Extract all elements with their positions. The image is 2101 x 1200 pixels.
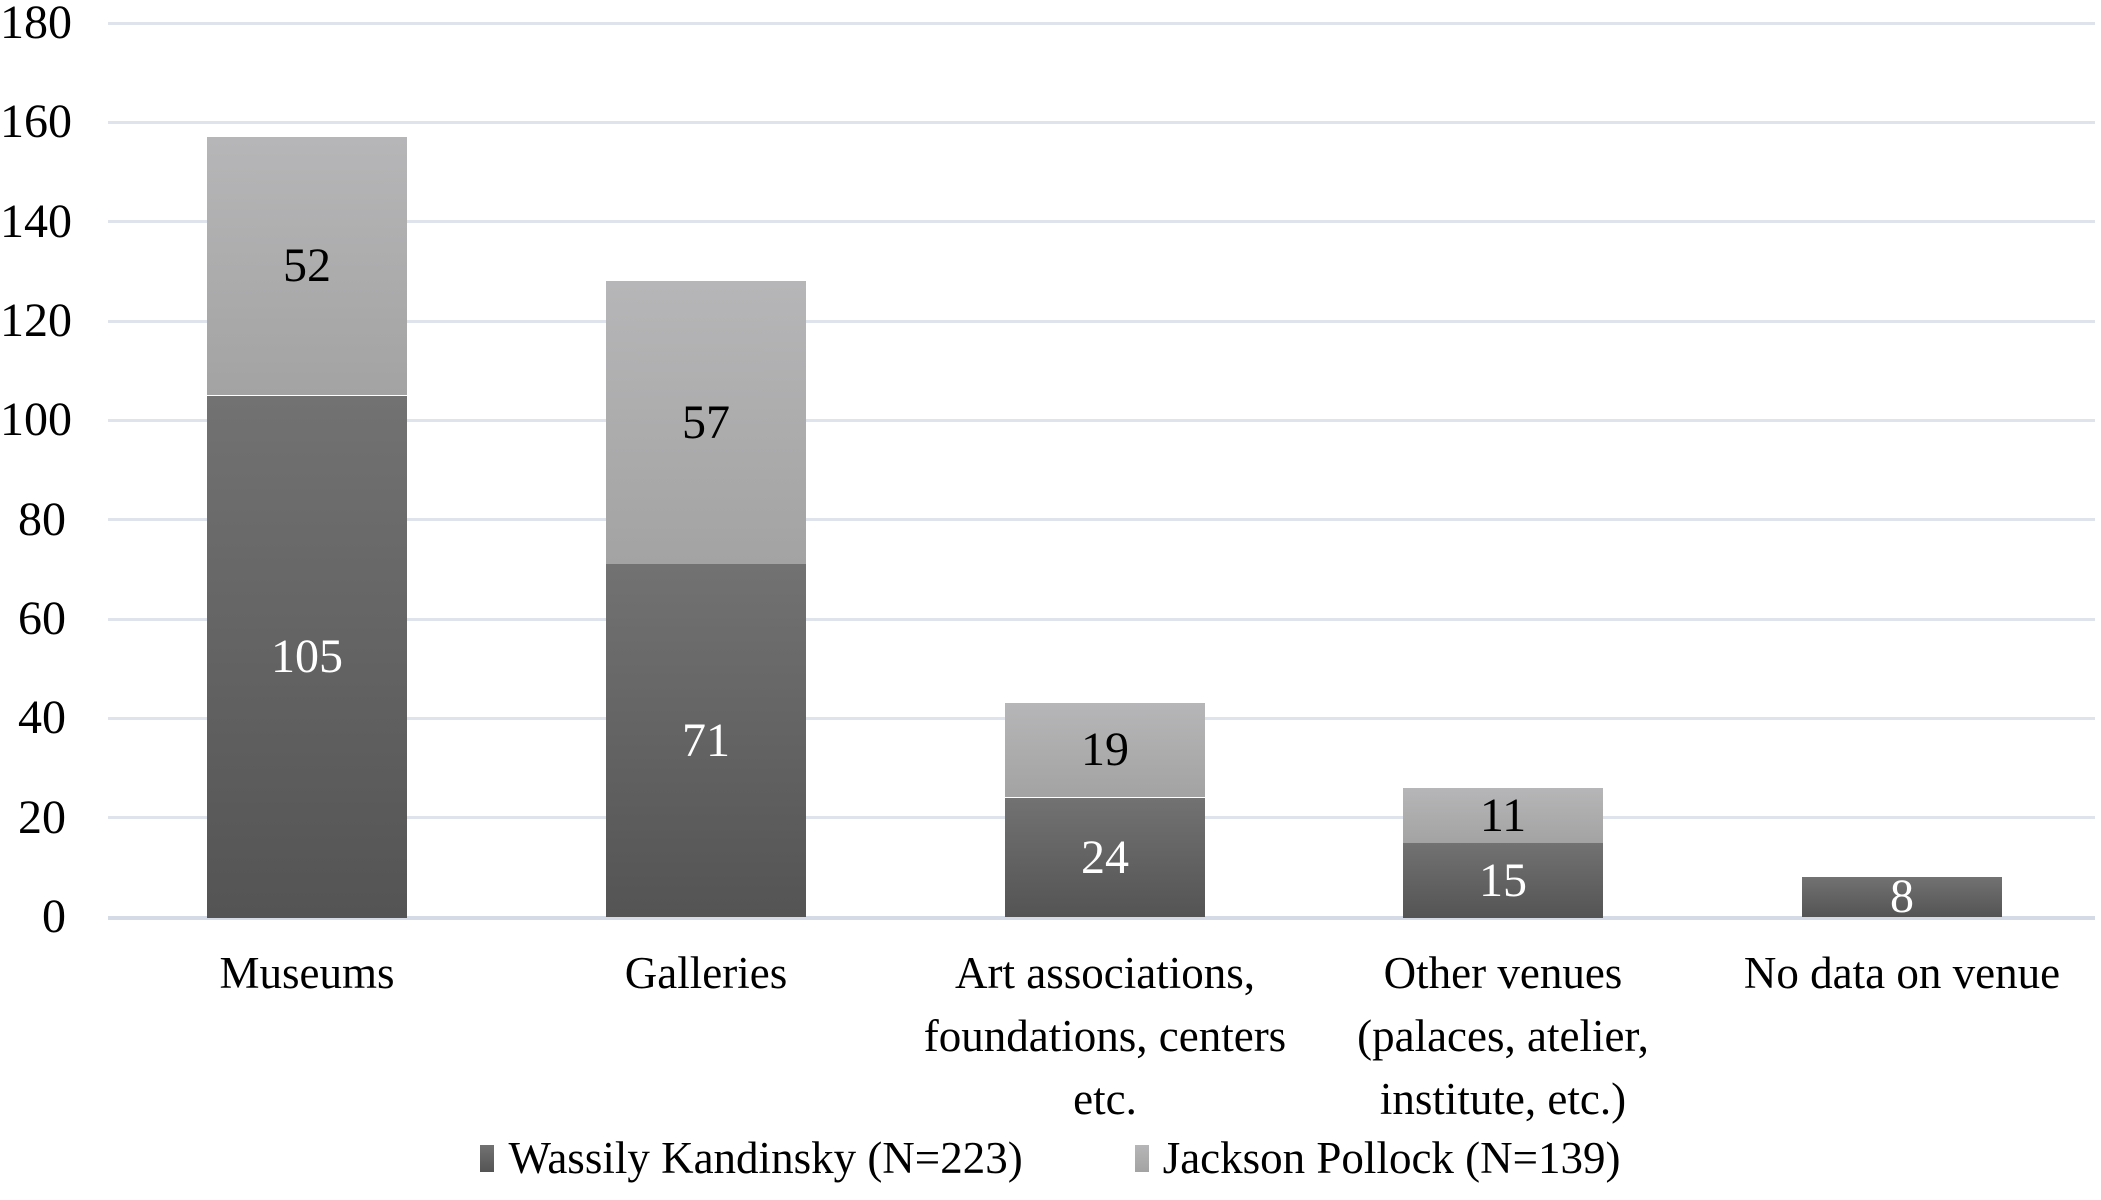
- bar-value-label: 71: [682, 713, 730, 767]
- bar-value-label: 19: [1081, 723, 1129, 776]
- x-axis-category-label: No data on venue: [1667, 942, 2101, 1005]
- gridline: [108, 22, 2095, 25]
- bar-segment-kandinsky: 15: [1403, 843, 1603, 918]
- gridline: [108, 121, 2095, 124]
- bar-segment-kandinsky: 105: [207, 396, 407, 918]
- bar-value-label: 52: [283, 239, 331, 292]
- y-axis-tick-label: 160: [0, 95, 72, 148]
- bar-value-label: 11: [1479, 788, 1527, 842]
- y-axis-tick-label: 140: [0, 195, 72, 248]
- legend-item-kandinsky: Wassily Kandinsky (N=223): [480, 1133, 1023, 1183]
- x-axis-category-label: Galleries: [471, 942, 941, 1005]
- bar-segment-pollock: 19: [1005, 703, 1205, 797]
- bar-value-label: 15: [1479, 853, 1527, 907]
- y-axis-tick-label: 100: [0, 393, 72, 446]
- y-axis-tick-label: 20: [18, 791, 66, 844]
- gridline: [108, 518, 2095, 521]
- legend-label: Jackson Pollock (N=139): [1162, 1133, 1621, 1183]
- gridline: [108, 419, 2095, 422]
- y-axis-tick-label: 120: [0, 294, 72, 347]
- y-axis-tick-label: 180: [0, 0, 72, 49]
- category-label-line: (palaces, atelier,: [1357, 1011, 1649, 1061]
- y-axis-tick-label: 80: [18, 493, 66, 546]
- x-axis-category-label: Museums: [72, 942, 542, 1005]
- category-label-line: Other venues: [1383, 948, 1623, 998]
- bar-segment-pollock: 11: [1403, 788, 1603, 843]
- bar-value-label: 105: [271, 630, 343, 683]
- category-label-line: foundations, centers: [923, 1011, 1287, 1061]
- x-axis-line: [108, 916, 2095, 920]
- bar-segment-kandinsky: 24: [1005, 798, 1205, 917]
- category-label-line: etc.: [1073, 1074, 1137, 1124]
- legend-label: Wassily Kandinsky (N=223): [508, 1133, 1023, 1183]
- chart-legend: Wassily Kandinsky (N=223) Jackson Pollock…: [0, 1136, 2101, 1181]
- gridline: [108, 220, 2095, 223]
- x-axis-category-label: Art associations, foundations, centers etc…: [870, 942, 1340, 1131]
- gridline: [108, 320, 2095, 323]
- y-axis-tick-label: 40: [18, 691, 66, 744]
- legend-swatch-icon: [480, 1145, 495, 1172]
- category-label-line: institute, etc.): [1379, 1074, 1627, 1124]
- bar-segment-kandinsky: 71: [606, 564, 806, 917]
- bar-value-label: 57: [682, 395, 730, 449]
- category-label-line: No data on venue: [1743, 948, 2061, 998]
- gridline: [108, 618, 2095, 621]
- legend-swatch-icon: [1134, 1145, 1149, 1172]
- category-label-line: Museums: [219, 948, 395, 998]
- category-label-line: Galleries: [624, 948, 788, 998]
- y-axis-tick-label: 60: [18, 592, 66, 645]
- bar-segment-pollock: 52: [207, 137, 407, 395]
- category-label-line: Art associations,: [955, 948, 1255, 998]
- bar-value-label: 8: [1890, 870, 1914, 923]
- x-axis-category-label: Other venues (palaces, atelier, institute,…: [1268, 942, 1738, 1131]
- bar-value-label: 24: [1081, 830, 1129, 884]
- y-axis-tick-label: 0: [42, 890, 66, 943]
- legend-item-pollock: Jackson Pollock (N=139): [1134, 1133, 1621, 1183]
- bar-segment-kandinsky: 8: [1802, 873, 2002, 921]
- bar-segment-pollock: 57: [606, 281, 806, 564]
